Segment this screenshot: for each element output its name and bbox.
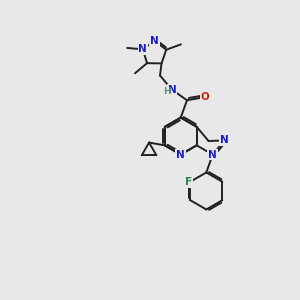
Text: N: N: [150, 36, 159, 46]
Text: N: N: [208, 150, 217, 160]
Text: O: O: [201, 92, 210, 102]
Text: N: N: [167, 85, 176, 95]
Text: H: H: [163, 88, 170, 97]
Text: N: N: [176, 150, 185, 160]
Text: N: N: [220, 135, 229, 146]
Text: N: N: [138, 44, 147, 54]
Text: F: F: [185, 177, 192, 187]
